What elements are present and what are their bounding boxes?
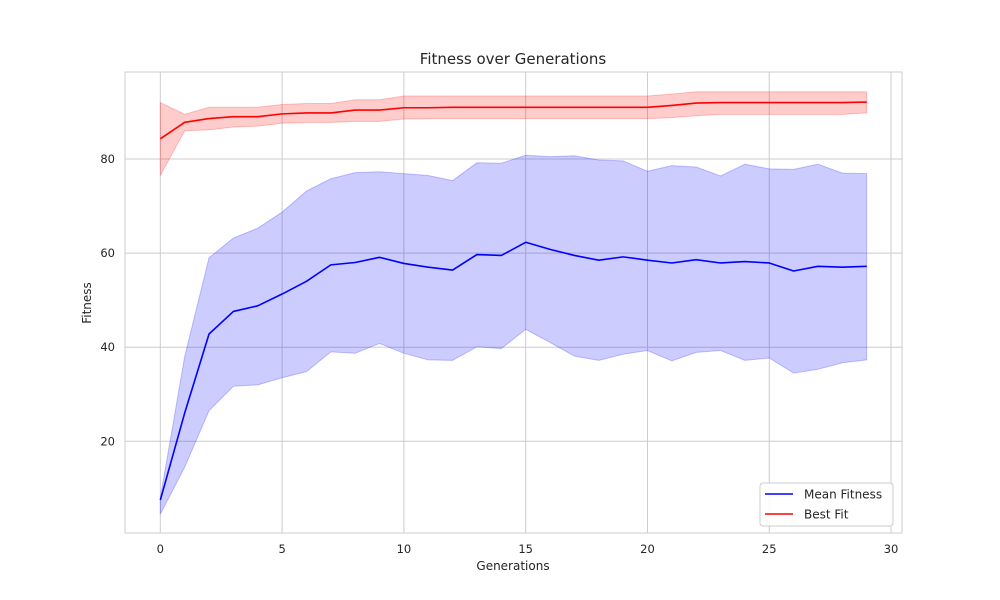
legend-label-mean-fitness: Mean Fitness [804,488,882,502]
legend-label-best-fit: Best Fit [804,508,849,522]
chart-title: Fitness over Generations [420,50,607,68]
y-tick-label: 60 [100,246,115,260]
x-tick-label: 20 [640,542,655,556]
legend-box [759,482,894,527]
best-fit-line [159,101,867,140]
x-tick-labels: 0 5 10 15 20 25 30 [157,542,899,556]
x-tick-label: 0 [157,542,164,556]
plot-frame [124,71,903,534]
x-tick-label: 25 [762,542,777,556]
plot-area [125,72,902,533]
y-tick-labels: 20 40 60 80 [100,152,115,448]
mean-fitness-line [159,241,867,501]
x-tick-label: 30 [884,542,899,556]
x-axis-label: Generations [476,559,549,573]
x-tick-label: 10 [397,542,412,556]
legend: Mean Fitness Best Fit [759,482,894,527]
y-tick-label: 20 [100,434,115,448]
grid-layer [125,72,902,533]
line-layer [159,101,867,501]
x-tick-label: 5 [278,542,285,556]
x-tick-label: 15 [518,542,533,556]
y-axis-label: Fitness [80,282,94,324]
y-tick-label: 40 [100,340,115,354]
mean-fitness-range-band [159,154,868,515]
y-tick-label: 80 [100,152,115,166]
